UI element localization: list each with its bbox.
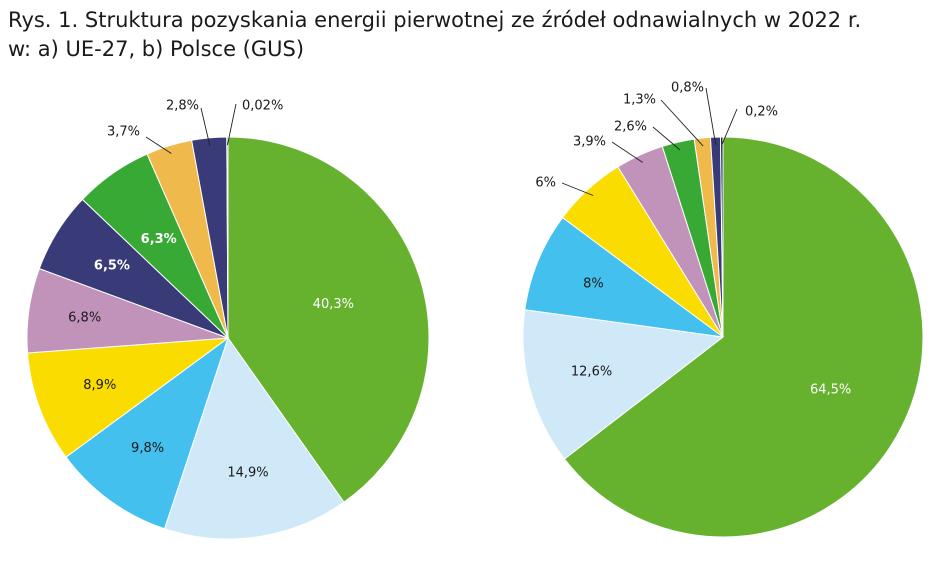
pie-chart-eu27: 40,3% 14,9% 9,8% 8,9% 6,8% 6,5% 6,3% 3,7% 2,8% 0,… (26, 99, 430, 540)
figure-title: Rys. 1. Struktura pozyskania energii pie… (8, 6, 933, 64)
pie-label-8-9: 8,9% (83, 378, 116, 393)
pie-slice-12-6 (522, 309, 725, 460)
pie-label-14-9: 14,9% (227, 466, 268, 481)
pie-slice-8 (524, 216, 724, 338)
pie-label-64-5: 64,5% (810, 383, 851, 398)
pie-label-12-6: 12,6% (571, 364, 612, 379)
pie-label-0-02: 0,02% (242, 99, 283, 114)
pie-label-3-9: 3,9% (573, 135, 606, 150)
pie-slice-9-8 (65, 336, 229, 530)
pie-label-1-3: 1,3% (623, 93, 656, 108)
leader-line-6 (561, 182, 594, 196)
figure-title-line1: Rys. 1. Struktura pozyskania energii pie… (8, 8, 862, 32)
figure-title-line2: w: a) UE-27, b) Polsce (GUS) (8, 37, 305, 61)
pie-label-6: 6% (535, 176, 556, 191)
pie-label-6-5: 6,5% (94, 258, 130, 273)
pie-chart-poland: 64,5% 12,6% 8% 6% 3,9% 2,6% 1,3% 0,8% 0,2% (522, 81, 924, 538)
pie-label-8: 8% (583, 276, 604, 291)
pie-slice-8-9 (27, 337, 230, 458)
pie-label-2-8: 2,8% (166, 99, 199, 114)
pie-label-0-2: 0,2% (745, 105, 778, 120)
pie-label-6-8: 6,8% (68, 310, 101, 325)
pie-slice-0-2 (719, 136, 724, 338)
leader-line-3-9 (611, 141, 644, 163)
pie-slice-40-3 (227, 136, 430, 503)
pie-label-0-8: 0,8% (671, 81, 704, 96)
pie-label-40-3: 40,3% (313, 297, 354, 312)
pie-label-6-3: 6,3% (141, 232, 177, 247)
leader-line-2-8 (200, 107, 211, 146)
leader-line-0-2 (721, 108, 738, 146)
leader-line-2-6 (652, 126, 681, 151)
pie-slice-64-5 (563, 136, 924, 538)
pie-label-9-8: 9,8% (131, 441, 164, 456)
pie-slice-0-02 (226, 136, 229, 339)
leader-line-3-7 (145, 136, 172, 154)
pie-slice-14-9 (163, 336, 345, 540)
leader-line-0-8 (705, 87, 717, 146)
pie-label-3-7: 3,7% (107, 125, 140, 140)
leader-line-1-3 (660, 99, 704, 147)
leader-line-0-02 (226, 103, 237, 146)
pie-label-2-6: 2,6% (614, 120, 647, 135)
